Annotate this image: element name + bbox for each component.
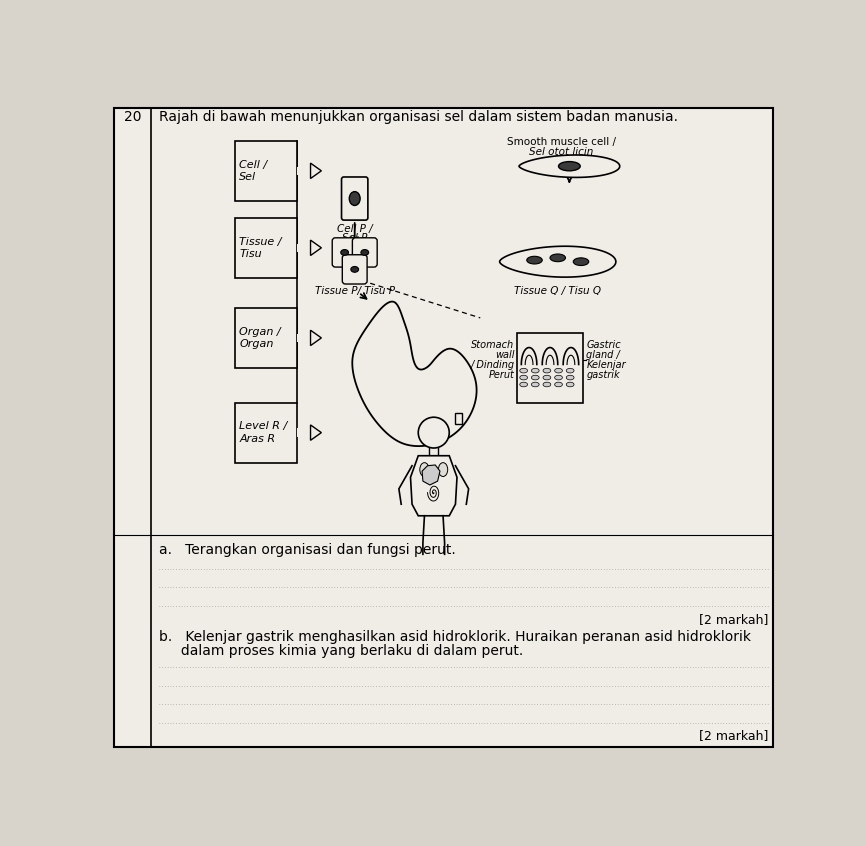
Polygon shape <box>311 240 321 255</box>
Text: Rajah di bawah menunjukkan organisasi sel dalam sistem badan manusia.: Rajah di bawah menunjukkan organisasi se… <box>159 110 678 124</box>
Ellipse shape <box>349 191 360 206</box>
FancyBboxPatch shape <box>352 238 378 267</box>
FancyBboxPatch shape <box>342 255 367 284</box>
Ellipse shape <box>532 368 540 373</box>
Text: 20: 20 <box>124 110 141 124</box>
Ellipse shape <box>520 376 527 380</box>
Text: Stomach: Stomach <box>471 340 514 350</box>
Text: Perut: Perut <box>488 370 514 380</box>
Text: / Dinding: / Dinding <box>470 360 514 370</box>
Text: Aras R: Aras R <box>239 434 275 444</box>
Text: a.   Terangkan organisasi dan fungsi perut.: a. Terangkan organisasi dan fungsi perut… <box>159 543 456 558</box>
Text: b.   Kelenjar gastrik menghasilkan asid hidroklorik. Huraikan peranan asid hidro: b. Kelenjar gastrik menghasilkan asid hi… <box>159 629 752 644</box>
Bar <box>296 244 311 252</box>
Ellipse shape <box>520 382 527 387</box>
Text: Cell /: Cell / <box>239 160 268 170</box>
Polygon shape <box>311 163 321 179</box>
Text: Tissue P/ Tisu P: Tissue P/ Tisu P <box>314 286 395 296</box>
Ellipse shape <box>420 463 429 476</box>
Bar <box>518 333 584 403</box>
Bar <box>296 333 311 342</box>
Polygon shape <box>352 301 476 446</box>
Ellipse shape <box>554 368 562 373</box>
Text: Tissue /: Tissue / <box>239 237 281 247</box>
Bar <box>235 403 296 463</box>
Polygon shape <box>519 155 620 178</box>
Text: gastrik: gastrik <box>586 370 620 380</box>
Bar <box>235 308 296 368</box>
Text: Sel: Sel <box>239 172 256 182</box>
Text: Organ /: Organ / <box>239 327 281 337</box>
Ellipse shape <box>532 376 540 380</box>
Text: Smooth muscle cell /: Smooth muscle cell / <box>507 136 616 146</box>
Polygon shape <box>311 330 321 346</box>
Ellipse shape <box>520 368 527 373</box>
Text: wall: wall <box>494 350 514 360</box>
Polygon shape <box>410 456 457 516</box>
Ellipse shape <box>554 376 562 380</box>
Bar <box>235 140 296 201</box>
Text: Cell P /: Cell P / <box>337 223 372 233</box>
Circle shape <box>418 417 449 448</box>
Ellipse shape <box>543 382 551 387</box>
Text: Organ: Organ <box>239 339 274 349</box>
Ellipse shape <box>550 254 565 261</box>
Ellipse shape <box>554 382 562 387</box>
Polygon shape <box>500 246 616 277</box>
Ellipse shape <box>532 382 540 387</box>
Ellipse shape <box>559 162 580 171</box>
FancyBboxPatch shape <box>341 177 368 220</box>
Polygon shape <box>422 465 440 485</box>
Bar <box>296 167 311 175</box>
Ellipse shape <box>543 368 551 373</box>
Text: Kelenjar: Kelenjar <box>586 360 626 370</box>
Text: gland /: gland / <box>586 350 620 360</box>
Text: Gastric: Gastric <box>586 340 621 350</box>
Text: Tissue Q / Tisu Q: Tissue Q / Tisu Q <box>514 286 601 296</box>
Text: dalam proses kimia yang berlaku di dalam perut.: dalam proses kimia yang berlaku di dalam… <box>159 644 524 657</box>
Ellipse shape <box>361 250 369 255</box>
Ellipse shape <box>351 266 359 272</box>
Text: Tisu: Tisu <box>239 249 262 259</box>
Text: [2 markah]: [2 markah] <box>699 613 768 626</box>
FancyBboxPatch shape <box>333 238 357 267</box>
Bar <box>455 414 462 424</box>
Ellipse shape <box>438 463 448 476</box>
Polygon shape <box>311 425 321 440</box>
Ellipse shape <box>566 376 574 380</box>
Ellipse shape <box>543 376 551 380</box>
Ellipse shape <box>340 250 348 255</box>
Text: Sel otot licin: Sel otot licin <box>529 146 594 157</box>
Text: [2 markah]: [2 markah] <box>699 728 768 742</box>
Ellipse shape <box>566 368 574 373</box>
Bar <box>296 428 311 437</box>
Bar <box>235 217 296 277</box>
Text: Sel P: Sel P <box>342 233 367 243</box>
Text: Level R /: Level R / <box>239 421 288 431</box>
Ellipse shape <box>566 382 574 387</box>
Ellipse shape <box>527 256 542 264</box>
Ellipse shape <box>573 258 589 266</box>
